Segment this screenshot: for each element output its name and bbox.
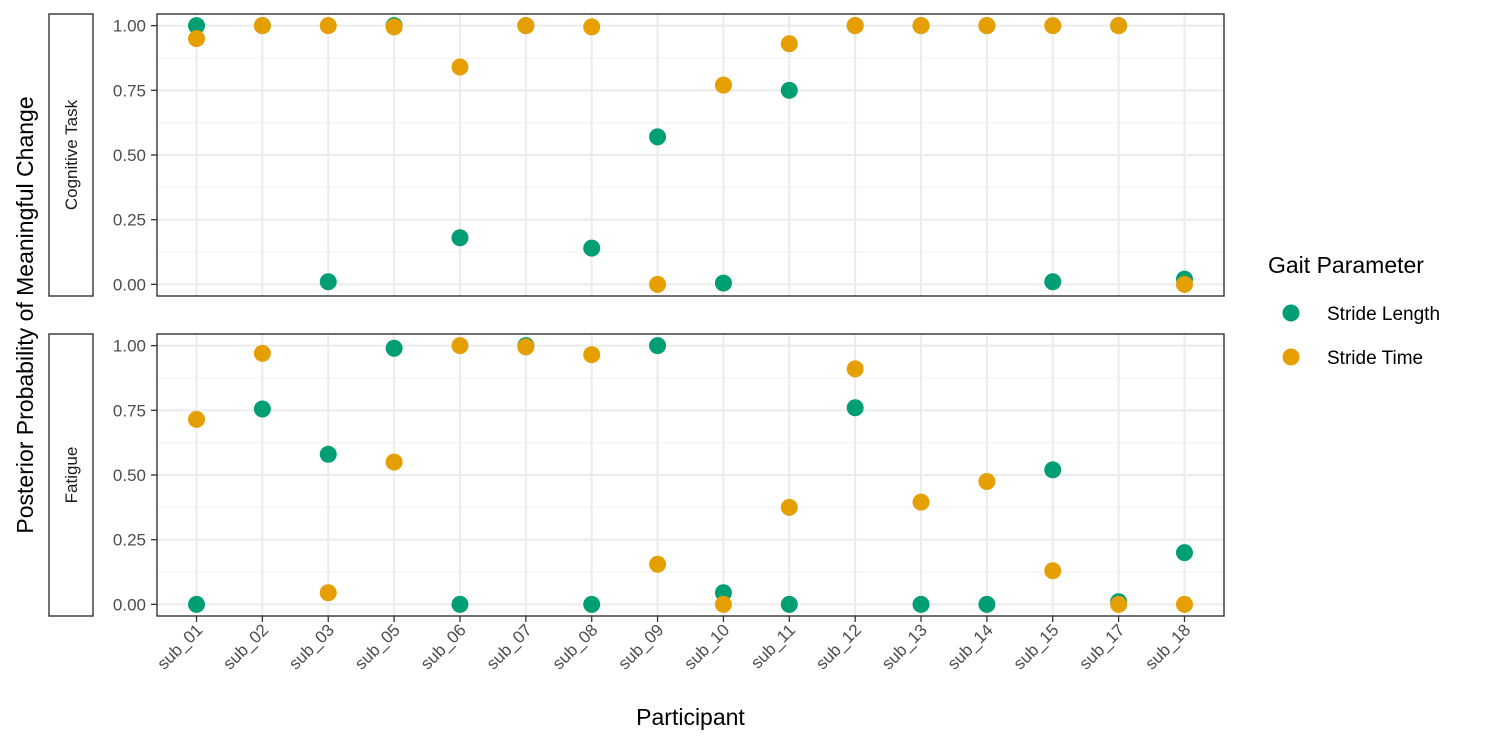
data-point bbox=[517, 338, 535, 356]
data-point bbox=[912, 595, 930, 613]
data-point bbox=[253, 17, 271, 35]
data-point bbox=[780, 595, 798, 613]
y-tick-label: 0.25 bbox=[113, 211, 146, 230]
data-point bbox=[1044, 562, 1062, 580]
y-tick-label: 0.00 bbox=[113, 275, 146, 294]
data-point bbox=[912, 17, 930, 35]
data-point bbox=[319, 584, 337, 602]
data-point bbox=[451, 58, 469, 76]
data-point bbox=[319, 445, 337, 463]
y-tick-label: 0.75 bbox=[113, 401, 146, 420]
x-tick-label: sub_11 bbox=[747, 620, 799, 672]
y-tick-label: 1.00 bbox=[113, 17, 146, 36]
data-point bbox=[319, 273, 337, 291]
y-axis-title: Posterior Probability of Meaningful Chan… bbox=[12, 96, 38, 533]
data-point bbox=[1044, 461, 1062, 479]
data-point bbox=[1044, 17, 1062, 35]
x-tick-label: sub_10 bbox=[680, 620, 733, 673]
x-tick-label: sub_01 bbox=[153, 620, 206, 673]
x-tick-label: sub_05 bbox=[351, 620, 404, 673]
data-point bbox=[1110, 17, 1128, 35]
x-tick-label: sub_15 bbox=[1010, 620, 1063, 673]
data-point bbox=[319, 17, 337, 35]
panel-1: 0.00 0.25 0.50 0.75 1.00 Fatigue bbox=[48, 333, 1225, 617]
data-point bbox=[1175, 595, 1193, 613]
data-point bbox=[188, 595, 206, 613]
legend-key bbox=[1282, 304, 1300, 322]
data-point bbox=[649, 555, 667, 573]
x-tick-label: sub_13 bbox=[878, 620, 931, 673]
y-tick-label: 0.75 bbox=[113, 81, 146, 100]
data-point bbox=[1110, 595, 1128, 613]
data-point bbox=[385, 18, 403, 36]
data-point bbox=[1175, 275, 1193, 293]
x-tick-label: sub_18 bbox=[1141, 620, 1194, 673]
y-tick-label: 0.50 bbox=[113, 146, 146, 165]
x-tick-label: sub_17 bbox=[1076, 620, 1129, 673]
data-point bbox=[714, 595, 732, 613]
y-tick-label: 0.50 bbox=[113, 466, 146, 485]
data-point bbox=[253, 400, 271, 418]
data-point bbox=[649, 128, 667, 146]
data-point bbox=[188, 30, 206, 48]
data-point bbox=[451, 229, 469, 247]
legend-label: Stride Time bbox=[1327, 348, 1423, 369]
data-point bbox=[583, 346, 601, 364]
facet-label: Cognitive Task bbox=[62, 99, 81, 210]
data-point bbox=[649, 337, 667, 355]
data-point bbox=[714, 584, 732, 602]
x-tick-label: sub_12 bbox=[812, 620, 865, 673]
data-point bbox=[385, 339, 403, 357]
legend-key bbox=[1282, 348, 1300, 366]
data-point bbox=[780, 35, 798, 53]
y-tick-label: 1.00 bbox=[113, 337, 146, 356]
data-point bbox=[253, 344, 271, 362]
data-point bbox=[978, 595, 996, 613]
y-tick-label: 0.25 bbox=[113, 531, 146, 550]
data-point bbox=[583, 239, 601, 257]
x-tick-label: sub_02 bbox=[219, 620, 272, 673]
data-point bbox=[714, 76, 732, 94]
data-point bbox=[780, 498, 798, 516]
data-point bbox=[846, 399, 864, 417]
data-point bbox=[451, 337, 469, 355]
panel-border bbox=[156, 13, 1225, 297]
legend: Gait Parameter Stride Length Stride Time bbox=[1268, 252, 1440, 369]
x-tick-label: sub_08 bbox=[549, 620, 602, 673]
legend-label: Stride Length bbox=[1327, 304, 1440, 325]
data-point bbox=[714, 274, 732, 292]
x-tick-label: sub_14 bbox=[944, 620, 997, 673]
x-tick-label: sub_09 bbox=[615, 620, 668, 673]
x-tick-label: sub_06 bbox=[417, 620, 470, 673]
data-point bbox=[1175, 544, 1193, 562]
panel-0: 0.00 0.25 0.50 0.75 1.00 Cognitive Task bbox=[48, 13, 1225, 297]
data-point bbox=[912, 493, 930, 511]
x-axis-title: Participant bbox=[636, 704, 745, 730]
facet-strip bbox=[48, 333, 94, 617]
data-point bbox=[846, 360, 864, 378]
data-point bbox=[583, 18, 601, 36]
data-point bbox=[649, 275, 667, 293]
facet-label: Fatigue bbox=[62, 447, 81, 504]
data-point bbox=[978, 472, 996, 490]
x-tick-label: sub_07 bbox=[483, 620, 536, 673]
data-point bbox=[451, 595, 469, 613]
data-point bbox=[188, 410, 206, 428]
data-point bbox=[846, 17, 864, 35]
panel-border bbox=[156, 333, 1225, 617]
data-point bbox=[1044, 273, 1062, 291]
data-point bbox=[188, 17, 206, 35]
facet-strip bbox=[48, 13, 94, 297]
data-point bbox=[780, 81, 798, 99]
y-tick-label: 0.00 bbox=[113, 595, 146, 614]
x-tick-label: sub_03 bbox=[285, 620, 338, 673]
data-point bbox=[583, 595, 601, 613]
legend-title: Gait Parameter bbox=[1268, 252, 1424, 278]
data-point bbox=[978, 17, 996, 35]
data-point bbox=[385, 453, 403, 471]
data-point bbox=[517, 17, 535, 35]
